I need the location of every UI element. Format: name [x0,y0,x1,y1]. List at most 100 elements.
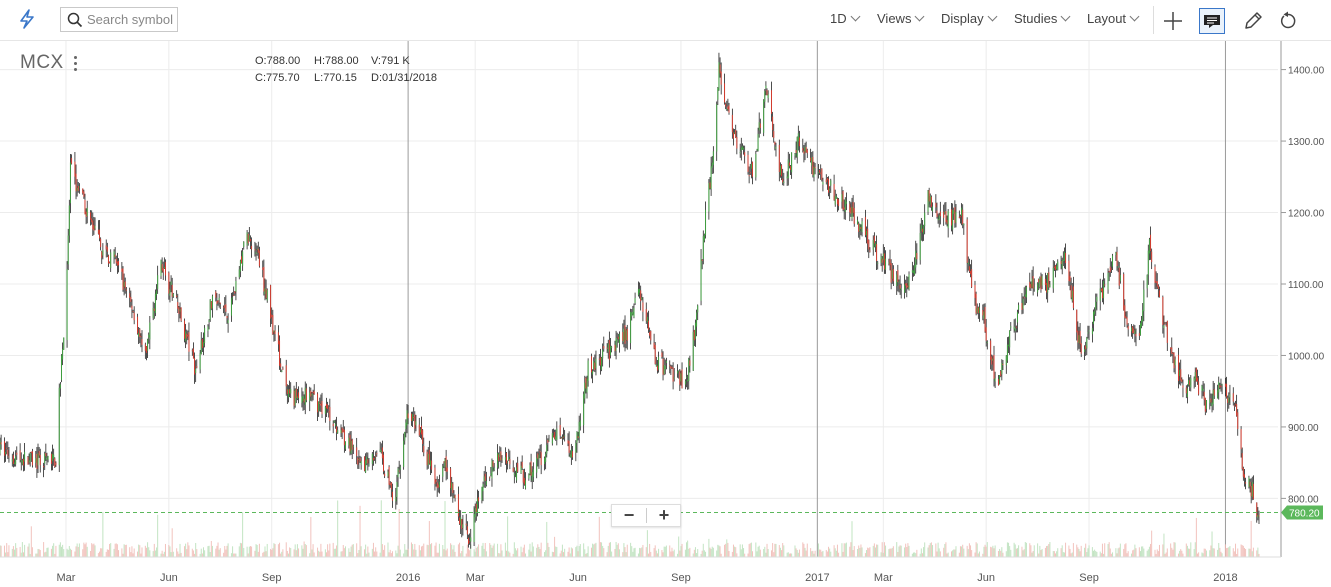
candle-body [512,467,514,472]
candle-body [517,463,519,472]
low-readout: L:770.15 [314,72,357,84]
candle-body [192,348,194,359]
volume-bar [786,552,788,557]
volume-bar [328,550,330,557]
candle-body [296,396,298,400]
volume-bar [376,551,378,557]
zoom-in-button[interactable]: + [658,505,670,525]
candle-body [86,207,88,217]
candle-body [731,114,733,133]
price-chart[interactable]: 780.20 800.00900.001000.001100.001200.00… [0,41,1331,587]
search-input[interactable] [87,11,175,28]
volume-bar [54,553,56,557]
lightning-logo-icon[interactable] [16,8,38,30]
candle-body [975,293,977,314]
volume-bar [183,546,185,557]
volume-bar [735,547,737,557]
crosshair-icon[interactable] [1160,8,1186,34]
volume-bar [76,543,78,557]
candle-body [75,173,77,192]
volume-bar [234,553,236,557]
candle-body [1237,412,1239,430]
layout-menu[interactable]: Layout [1087,11,1140,26]
candle-body [413,417,415,419]
candle-body [536,457,538,473]
candle-body [829,188,831,191]
candle-body [1227,397,1229,403]
interval-dropdown[interactable]: 1D [830,11,861,26]
search-box[interactable] [60,7,178,32]
volume-bar [431,543,433,557]
volume-bar [986,542,988,557]
volume-bar [211,545,213,557]
volume-bar [728,551,730,557]
candle-body [606,347,608,349]
zoom-out-button[interactable]: − [623,505,635,525]
views-menu[interactable]: Views [877,11,925,26]
volume-bar [545,550,547,557]
candle-body [898,281,900,283]
volume-bar [703,550,705,557]
candle-body [395,496,397,502]
volume-bar [53,543,55,557]
candle-body [584,382,586,399]
volume-bar [349,551,351,557]
candle-body [290,388,292,394]
chevron-down-icon [915,11,925,22]
volume-bar [131,546,133,557]
volume-bar [1100,553,1102,557]
candle-body [1087,332,1089,334]
candle-body [694,322,696,339]
x-axis: Mar Jun Sep 2016 Mar Jun Sep 2017 Mar Jun Sep 2018 [0,556,1281,584]
display-menu[interactable]: Display [941,11,998,26]
candle-body [492,461,494,467]
candle-body [790,166,792,171]
volume-bar [1232,548,1234,557]
volume-bar [835,550,837,557]
volume-bar [113,548,115,557]
candle-body [224,305,226,308]
volume-bar [348,548,350,557]
comments-toggle-button[interactable] [1199,8,1225,34]
volume-bar [340,551,342,557]
volume-bar [84,544,86,557]
volume-bar [951,551,953,557]
volume-bar [171,528,173,557]
volume-bar [774,543,776,557]
volume-bar [828,546,830,557]
volume-bar [662,552,664,557]
candle-body [30,451,32,453]
volume-bar [191,548,193,557]
candle-body [654,344,656,365]
volume-bar [650,551,652,557]
volume-bar [520,546,522,557]
studies-menu[interactable]: Studies [1014,11,1071,26]
candle-body [105,245,107,250]
volume-bar [584,549,586,557]
volume-bar [788,553,790,557]
candle-body [131,305,133,310]
candle-body [227,320,229,324]
candle-body [324,406,326,414]
candle-body [1202,388,1204,391]
volume-bar [1195,517,1197,557]
undo-refresh-icon[interactable] [1275,8,1301,34]
candle-body [1085,345,1087,350]
volume-bar [1071,552,1073,557]
volume-bar [914,552,916,557]
volume-bar [537,544,539,557]
pencil-draw-icon[interactable] [1240,8,1266,34]
candle-body [764,91,766,102]
candle-body [945,211,947,222]
volume-bar [1218,542,1220,557]
volume-bar [841,543,843,557]
candle-body [177,301,179,309]
candle-body [1101,288,1103,299]
candle-body [170,281,172,286]
symbol-menu-kebab-icon[interactable] [73,56,79,72]
candle-body [732,132,734,139]
volume-bar [29,553,31,557]
candle-body [758,122,760,131]
volume-bar [1142,546,1144,557]
candle-body [877,262,879,264]
